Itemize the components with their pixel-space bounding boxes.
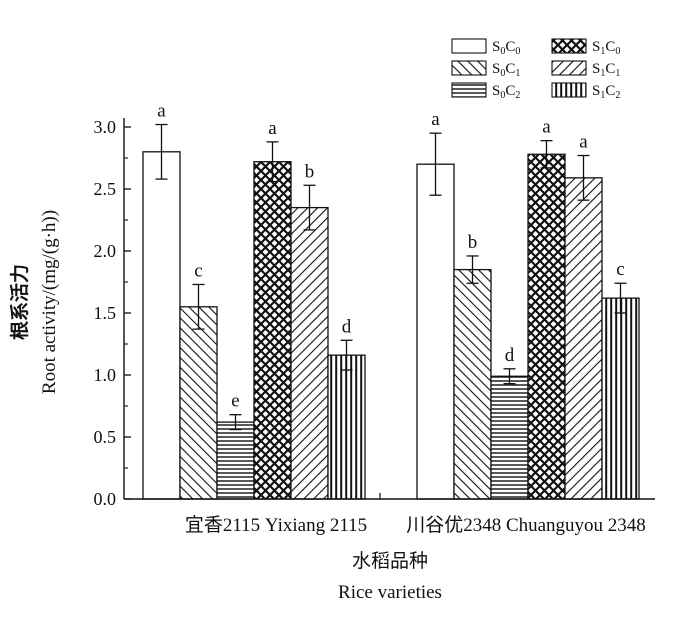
legend-label-S0C0: S0C0 [492, 39, 520, 57]
y-tick-label-0.5: 0.5 [94, 427, 117, 447]
significance-letter-S0C0-group2: a [431, 109, 440, 130]
legend-swatch-S1C1 [551, 60, 587, 76]
bar-S1C0-group2 [527, 153, 566, 500]
y-tick-label-2.0: 2.0 [94, 241, 117, 261]
bar-S1C2-group1 [327, 354, 366, 500]
bar-S0C1-group2 [453, 268, 492, 500]
legend-swatch-S0C1 [451, 60, 487, 76]
significance-letter-S0C2-group2: d [505, 345, 515, 366]
bar-S1C1-group1 [290, 206, 329, 500]
significance-letter-S1C1-group2: a [579, 132, 588, 153]
y-tick-label-0.0: 0.0 [94, 489, 117, 509]
x-axis-title-en: Rice varieties [338, 582, 442, 603]
significance-letter-S0C1-group1: c [194, 260, 202, 281]
bar-S0C2-group2 [490, 375, 529, 500]
y-tick-label-1.0: 1.0 [94, 365, 117, 385]
legend-swatch-S1C2 [551, 82, 587, 98]
bar-S1C0-group1 [253, 161, 292, 500]
category-label-yixiang: 宜香2115 Yixiang 2115 [185, 514, 367, 536]
significance-letter-S1C2-group1: d [342, 316, 352, 337]
legend: S0C0 S1C0 S0C1 S1C1 S0C2 S1C2 [451, 38, 620, 101]
bars-group: a c e a b d a b d a a c [142, 101, 640, 500]
legend-label-S1C2: S1C2 [592, 83, 620, 101]
legend-label-S1C1: S1C1 [592, 61, 620, 79]
legend-swatch-S1C0 [551, 38, 587, 54]
axes-group: 0.0 0.5 1.0 1.5 2.0 2.5 3.0 [94, 117, 655, 509]
legend-item-S1C2: S1C2 [551, 82, 620, 101]
significance-letter-S1C0-group1: a [268, 118, 277, 139]
y-tick-label-3.0: 3.0 [94, 117, 117, 137]
significance-letter-S0C1-group2: b [468, 232, 478, 253]
legend-label-S1C0: S1C0 [592, 39, 620, 57]
significance-letter-S0C2-group1: e [231, 391, 239, 412]
legend-item-S0C2: S0C2 [451, 82, 520, 101]
y-tick-label-1.5: 1.5 [94, 303, 117, 323]
category-label-chuanguyou: 川谷优2348 Chuanguyou 2348 [406, 514, 646, 536]
y-tick-label-2.5: 2.5 [94, 179, 117, 199]
significance-letter-S1C1-group1: b [305, 161, 315, 182]
y-axis-title-cn: 根系活力 [8, 264, 31, 340]
legend-item-S1C1: S1C1 [551, 60, 620, 79]
bar-S0C1-group1 [179, 306, 218, 500]
bar-S1C1-group2 [564, 177, 603, 500]
legend-item-S0C1: S0C1 [451, 60, 520, 79]
significance-letter-S1C0-group2: a [542, 117, 551, 138]
significance-letter-S0C0-group1: a [157, 101, 166, 122]
legend-item-S0C0: S0C0 [451, 38, 520, 57]
legend-swatch-S0C0 [451, 38, 487, 54]
bar-S1C2-group2 [601, 297, 640, 500]
bar-S0C2-group1 [216, 421, 255, 500]
legend-label-S0C2: S0C2 [492, 83, 520, 101]
y-axis-title-en: Root activity/(mg/(g·h)) [39, 210, 60, 394]
legend-item-S1C0: S1C0 [551, 38, 620, 57]
x-axis-title-cn: 水稻品种 [352, 550, 428, 572]
bar-S0C0-group1 [142, 151, 181, 500]
significance-letter-S1C2-group2: c [616, 259, 624, 280]
bar-S0C0-group2 [416, 163, 455, 500]
legend-label-S0C1: S0C1 [492, 61, 520, 79]
legend-swatch-S0C2 [451, 82, 487, 98]
